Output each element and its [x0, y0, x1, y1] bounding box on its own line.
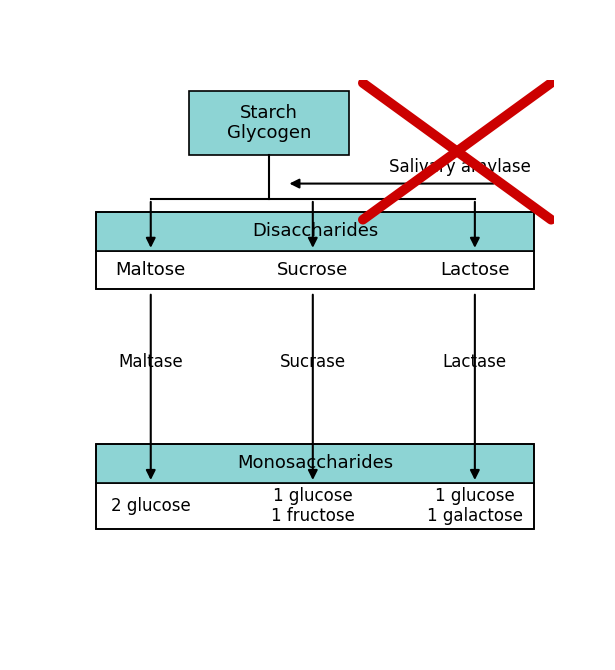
Text: Lactase: Lactase — [443, 352, 507, 371]
Bar — [96, 212, 534, 289]
Text: Sucrase: Sucrase — [280, 352, 346, 371]
Bar — [189, 90, 349, 155]
Bar — [96, 444, 534, 483]
Text: Maltose: Maltose — [116, 261, 186, 279]
Text: Starch
Glycogen: Starch Glycogen — [226, 104, 311, 142]
Text: 1 glucose
1 fructose: 1 glucose 1 fructose — [271, 486, 355, 525]
Text: 1 glucose
1 galactose: 1 glucose 1 galactose — [427, 486, 523, 525]
Bar — [96, 212, 534, 251]
Text: 2 glucose: 2 glucose — [111, 497, 191, 515]
Text: Sucrose: Sucrose — [277, 261, 349, 279]
Text: Salivary amylase: Salivary amylase — [389, 158, 531, 176]
Text: Monosaccharides: Monosaccharides — [237, 454, 393, 472]
Text: Lactose: Lactose — [440, 261, 510, 279]
Text: Disaccharides: Disaccharides — [252, 222, 378, 241]
Bar — [96, 483, 534, 529]
Bar — [96, 444, 534, 529]
Bar — [96, 251, 534, 289]
Text: Maltase: Maltase — [118, 352, 183, 371]
